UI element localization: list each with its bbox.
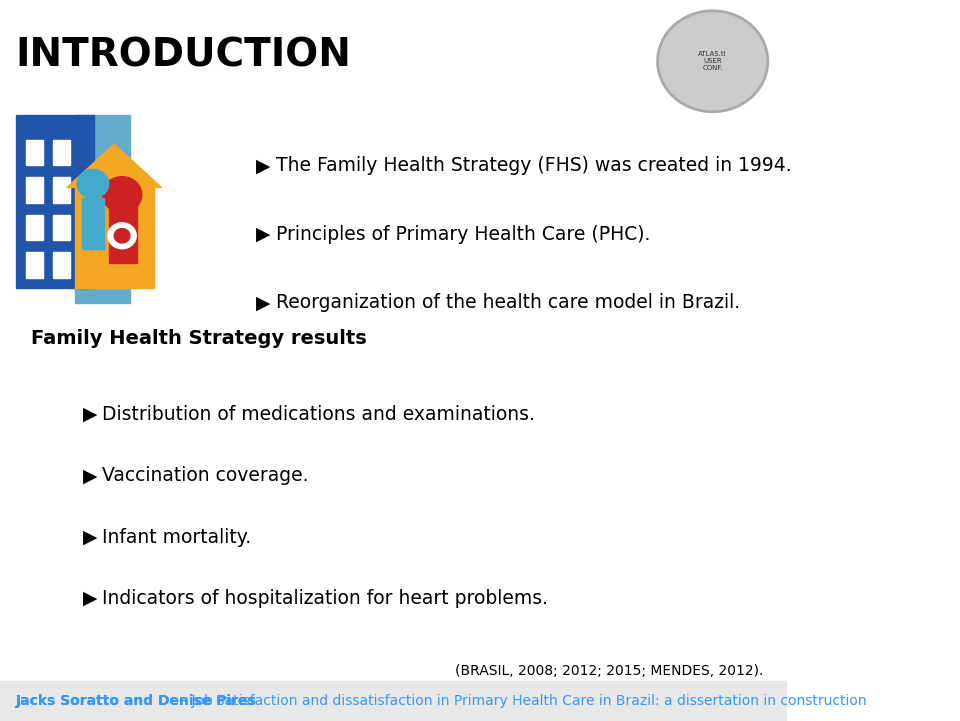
Text: – Job satisfaction and dissatisfaction in Primary Health Care in Brazil: a disse: – Job satisfaction and dissatisfaction i…: [177, 694, 867, 708]
Text: Reorganization of the health care model in Brazil.: Reorganization of the health care model …: [276, 293, 740, 312]
Text: Family Health Strategy results: Family Health Strategy results: [32, 329, 368, 348]
Bar: [15, 115, 94, 288]
Bar: [108, 205, 137, 263]
Text: Distribution of medications and examinations.: Distribution of medications and examinat…: [103, 405, 536, 424]
Text: INTRODUCTION: INTRODUCTION: [15, 36, 351, 74]
Text: ▶: ▶: [83, 528, 97, 547]
Bar: [26, 215, 43, 240]
Text: Principles of Primary Health Care (PHC).: Principles of Primary Health Care (PHC).: [276, 225, 650, 244]
Text: Jacks Soratto and Denise Pires – Job satisfaction and dissatisfaction in Primary: Jacks Soratto and Denise Pires – Job sat…: [15, 694, 918, 708]
Bar: [82, 198, 104, 249]
Bar: [75, 115, 130, 303]
Polygon shape: [67, 144, 161, 187]
Text: (BRASIL, 2008; 2012; 2015; MENDES, 2012).: (BRASIL, 2008; 2012; 2015; MENDES, 2012)…: [455, 663, 764, 678]
Bar: [53, 252, 70, 278]
Text: ▶: ▶: [83, 466, 97, 485]
Text: Jacks Soratto and Denise Pires: Jacks Soratto and Denise Pires: [15, 694, 256, 708]
Text: Jacks Soratto and Denise Pires: Jacks Soratto and Denise Pires: [15, 694, 256, 708]
Bar: [26, 140, 43, 165]
Text: Vaccination coverage.: Vaccination coverage.: [103, 466, 309, 485]
Text: Infant mortality.: Infant mortality.: [103, 528, 252, 547]
Bar: [75, 187, 154, 288]
Bar: [53, 215, 70, 240]
Bar: [0, 681, 787, 721]
Circle shape: [114, 229, 130, 243]
Circle shape: [103, 177, 142, 213]
Bar: [53, 177, 70, 203]
Text: ATLAS.ti
USER
CONF.: ATLAS.ti USER CONF.: [698, 51, 727, 71]
Text: ▶: ▶: [256, 225, 271, 244]
Bar: [53, 140, 70, 165]
Circle shape: [658, 11, 768, 112]
Circle shape: [77, 169, 108, 198]
Text: ▶: ▶: [256, 156, 271, 175]
Text: Indicators of hospitalization for heart problems.: Indicators of hospitalization for heart …: [103, 589, 548, 608]
Text: The Family Health Strategy (FHS) was created in 1994.: The Family Health Strategy (FHS) was cre…: [276, 156, 791, 175]
Bar: [26, 177, 43, 203]
Circle shape: [108, 223, 136, 249]
Text: ▶: ▶: [83, 589, 97, 608]
Text: ▶: ▶: [83, 405, 97, 424]
Bar: [26, 252, 43, 278]
Text: ▶: ▶: [256, 293, 271, 312]
